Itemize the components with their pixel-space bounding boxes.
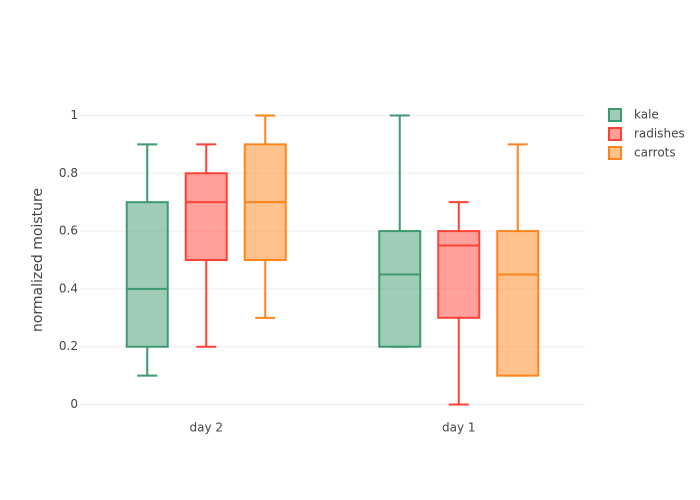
legend-label: carrots — [634, 146, 676, 160]
y-tick-label: 0.8 — [59, 166, 78, 180]
y-axis-title: normalized moisture — [30, 188, 46, 332]
legend-label: radishes — [634, 127, 685, 141]
box — [437, 230, 481, 319]
legend-swatch — [608, 108, 622, 122]
x-tick-label: day 2 — [189, 421, 223, 435]
y-tick-label: 0.6 — [59, 224, 78, 238]
legend-swatch — [608, 127, 622, 141]
legend-label: kale — [634, 108, 659, 122]
box — [496, 230, 540, 377]
legend-swatch — [608, 146, 622, 160]
y-tick-label: 0.2 — [59, 339, 78, 353]
y-tick-label: 0.4 — [59, 281, 78, 295]
box — [184, 172, 228, 261]
y-tick-label: 1 — [70, 108, 78, 122]
box — [125, 201, 169, 348]
y-tick-label: 0 — [70, 397, 78, 411]
x-tick-label: day 1 — [442, 421, 476, 435]
box — [378, 230, 422, 348]
